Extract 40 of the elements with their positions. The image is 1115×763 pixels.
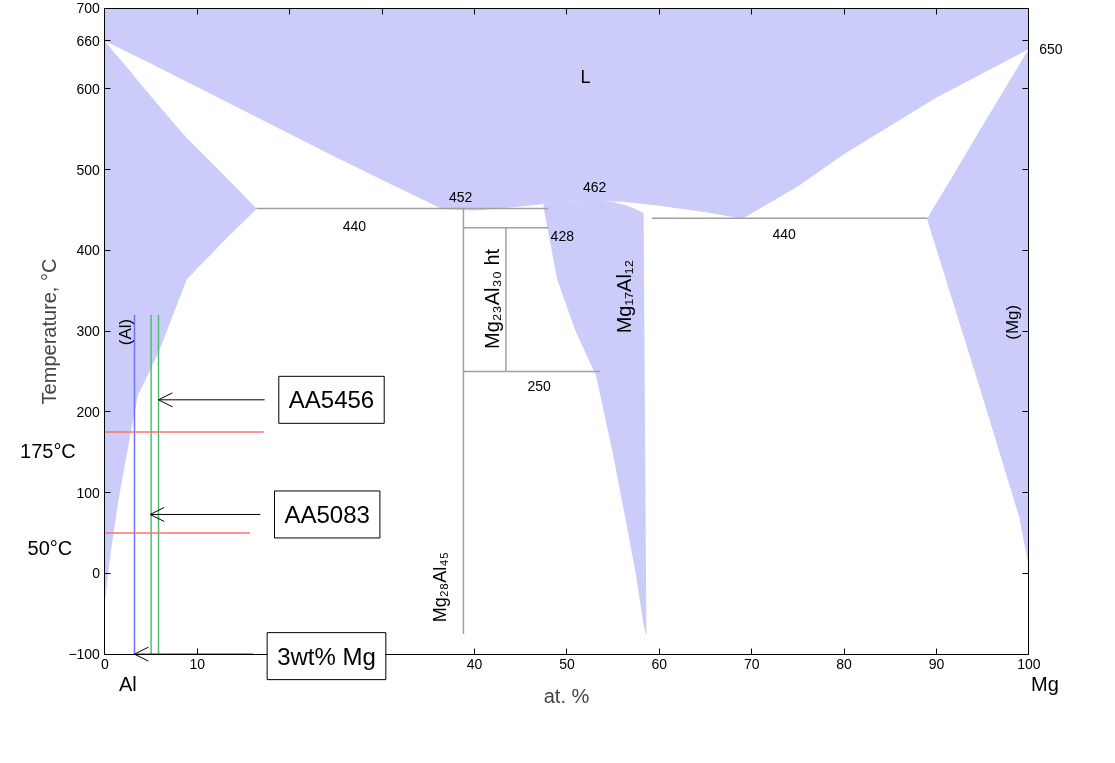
annotation: 50°C — [27, 537, 73, 560]
annotation: Mg₂₈Al₄₅ — [430, 552, 451, 623]
y-tick-label: 400 — [76, 242, 101, 259]
x-tick-label: 70 — [743, 656, 760, 673]
annotation: 650 — [1039, 40, 1063, 57]
annotation: Mg₁₇Al₁₂ — [613, 259, 636, 334]
annotation: Mg₂₃Al₃₀ ht — [481, 248, 504, 349]
annotation: AA5456 — [288, 386, 375, 414]
y-tick-label: 500 — [76, 161, 101, 178]
x-tick-label: 80 — [836, 656, 853, 673]
annotation: (Mg) — [1002, 304, 1022, 340]
x-tick-label: 60 — [651, 656, 668, 673]
annotation: 440 — [342, 218, 367, 235]
y-tick-label: 200 — [76, 403, 101, 420]
x-tick-label: 100 — [1017, 656, 1041, 673]
x-tick-label: 10 — [189, 656, 206, 673]
y-axis-title: Temperature, °C — [37, 258, 60, 405]
x-axis-title: at. % — [543, 684, 590, 707]
annotation: 175°C — [20, 440, 76, 463]
y-tick-label: 0 — [92, 565, 101, 582]
y-tick-label: 300 — [76, 323, 101, 340]
y-tick-label: 660 — [76, 32, 101, 49]
annotation: 3wt% Mg — [277, 642, 376, 670]
y-tick-label: 600 — [76, 80, 101, 97]
annotation: L — [580, 66, 591, 87]
annotation: 428 — [550, 227, 575, 244]
y-tick-label: 100 — [76, 484, 101, 501]
annotation: (Al) — [115, 318, 135, 346]
annotation: AA5083 — [284, 500, 370, 528]
y-tick-label: 700 — [76, 0, 101, 17]
y-tick-label: −100 — [68, 646, 101, 663]
text: Al — [119, 673, 137, 696]
annotation: 452 — [448, 189, 473, 206]
x-tick-label: 50 — [559, 656, 575, 673]
x-tick-label: 90 — [928, 656, 945, 673]
x-tick-label: 40 — [466, 656, 483, 673]
text: Mg — [1031, 673, 1059, 696]
annotation: 250 — [527, 378, 552, 395]
annotation: 440 — [772, 226, 796, 243]
annotation: 462 — [582, 179, 607, 196]
